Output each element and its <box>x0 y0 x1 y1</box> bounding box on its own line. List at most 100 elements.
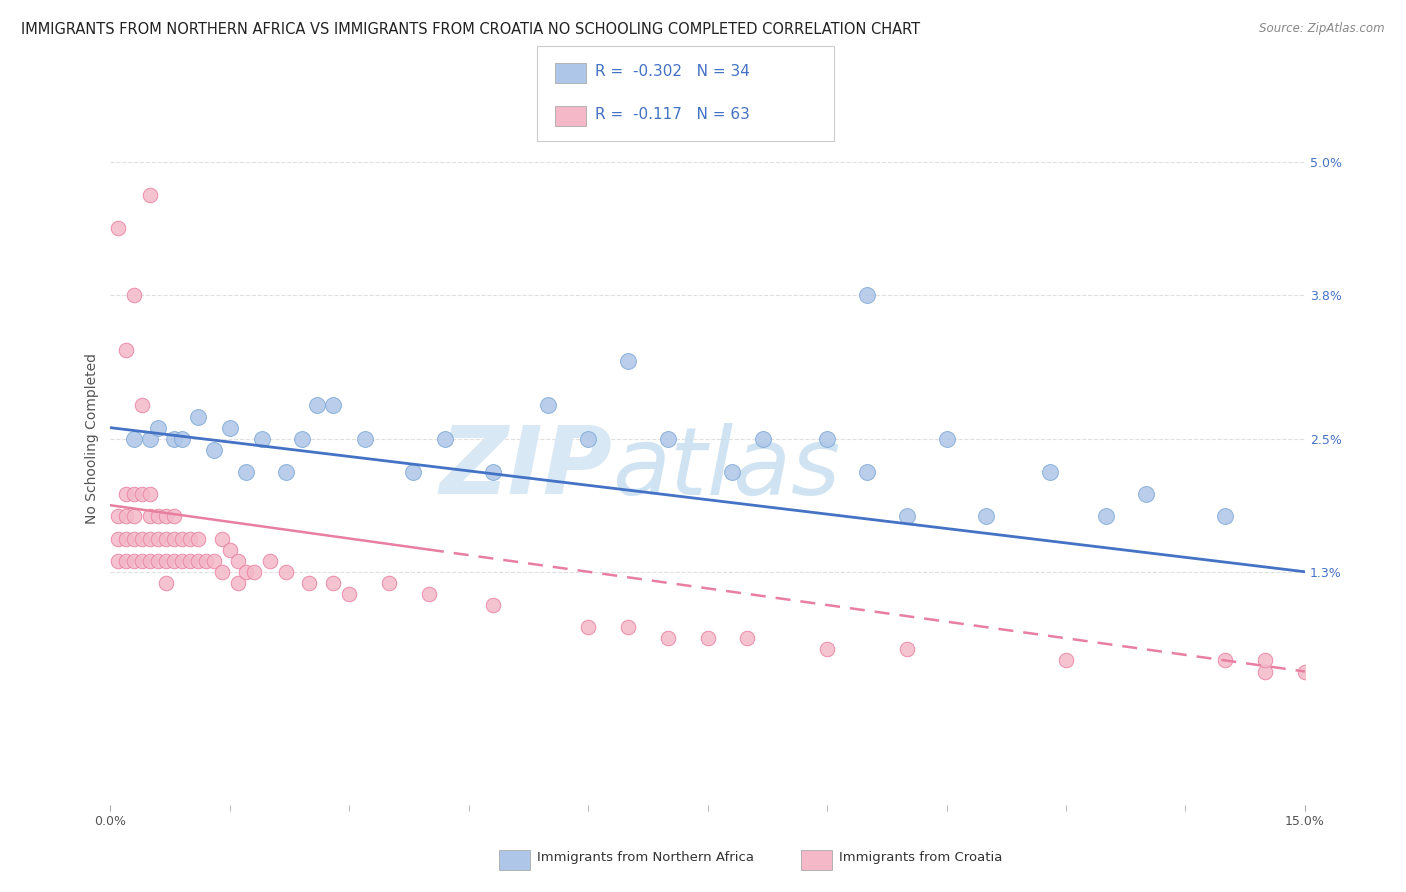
Point <box>107 221 129 235</box>
Point <box>235 565 257 579</box>
Point <box>107 554 129 568</box>
Point <box>354 432 377 446</box>
Point <box>179 532 201 546</box>
Point <box>148 554 170 568</box>
Point <box>856 465 879 479</box>
Text: atlas: atlas <box>612 423 841 514</box>
Point <box>617 620 640 634</box>
Point <box>976 509 998 524</box>
Point <box>131 399 153 413</box>
Point <box>131 554 153 568</box>
Text: Immigrants from Croatia: Immigrants from Croatia <box>839 851 1002 863</box>
Point <box>163 554 186 568</box>
Point <box>617 354 640 368</box>
Point <box>537 399 560 413</box>
Point <box>148 420 170 434</box>
Point <box>235 465 257 479</box>
Point <box>124 487 146 501</box>
Point <box>226 554 249 568</box>
Point <box>163 432 186 446</box>
Point <box>139 554 162 568</box>
Point <box>322 575 344 590</box>
Point <box>155 554 177 568</box>
Point <box>139 432 162 446</box>
Point <box>896 642 918 657</box>
Point <box>1294 665 1316 679</box>
Y-axis label: No Schooling Completed: No Schooling Completed <box>86 353 100 524</box>
Point <box>259 554 281 568</box>
Point <box>202 554 225 568</box>
Point <box>815 432 838 446</box>
Point <box>172 532 194 546</box>
Point <box>752 432 775 446</box>
Point <box>896 509 918 524</box>
Point <box>720 465 742 479</box>
Point <box>1095 509 1118 524</box>
Point <box>139 532 162 546</box>
Point <box>737 632 759 646</box>
Point <box>187 409 209 424</box>
Point <box>274 465 297 479</box>
Point <box>194 554 217 568</box>
Point <box>124 532 146 546</box>
Point <box>657 632 679 646</box>
Point <box>124 509 146 524</box>
Point <box>337 587 360 601</box>
Point <box>115 343 138 357</box>
Point <box>418 587 440 601</box>
Point <box>131 487 153 501</box>
Point <box>172 554 194 568</box>
Point <box>856 287 879 301</box>
Point <box>155 509 177 524</box>
Point <box>696 632 718 646</box>
Point <box>179 554 201 568</box>
Point <box>187 532 209 546</box>
Point <box>124 432 146 446</box>
Point <box>131 532 153 546</box>
Point <box>481 465 503 479</box>
Point <box>115 532 138 546</box>
Point <box>290 432 312 446</box>
Text: R =  -0.302   N = 34: R = -0.302 N = 34 <box>595 64 749 78</box>
Point <box>163 509 186 524</box>
Point <box>139 487 162 501</box>
Point <box>211 532 233 546</box>
Point <box>657 432 679 446</box>
Point <box>935 432 957 446</box>
Point <box>172 432 194 446</box>
Point <box>124 287 146 301</box>
Text: IMMIGRANTS FROM NORTHERN AFRICA VS IMMIGRANTS FROM CROATIA NO SCHOOLING COMPLETE: IMMIGRANTS FROM NORTHERN AFRICA VS IMMIG… <box>21 22 920 37</box>
Point <box>402 465 425 479</box>
Point <box>107 532 129 546</box>
Point <box>1213 509 1236 524</box>
Point <box>148 532 170 546</box>
Point <box>307 399 329 413</box>
Text: Immigrants from Northern Africa: Immigrants from Northern Africa <box>537 851 754 863</box>
Text: Source: ZipAtlas.com: Source: ZipAtlas.com <box>1260 22 1385 36</box>
Point <box>1254 653 1277 667</box>
Point <box>433 432 456 446</box>
Point <box>115 554 138 568</box>
Point <box>1039 465 1062 479</box>
Point <box>576 432 599 446</box>
Point <box>226 575 249 590</box>
Point <box>211 565 233 579</box>
Point <box>115 487 138 501</box>
Point <box>242 565 264 579</box>
Point <box>378 575 401 590</box>
Point <box>250 432 273 446</box>
Point <box>139 188 162 202</box>
Point <box>1213 653 1236 667</box>
Point <box>1254 665 1277 679</box>
Point <box>115 509 138 524</box>
Point <box>155 575 177 590</box>
Text: ZIP: ZIP <box>439 422 612 514</box>
Point <box>1054 653 1077 667</box>
Point <box>218 542 240 557</box>
Point <box>155 532 177 546</box>
Point <box>124 554 146 568</box>
Point <box>815 642 838 657</box>
Point <box>107 509 129 524</box>
Point <box>163 532 186 546</box>
Point <box>187 554 209 568</box>
